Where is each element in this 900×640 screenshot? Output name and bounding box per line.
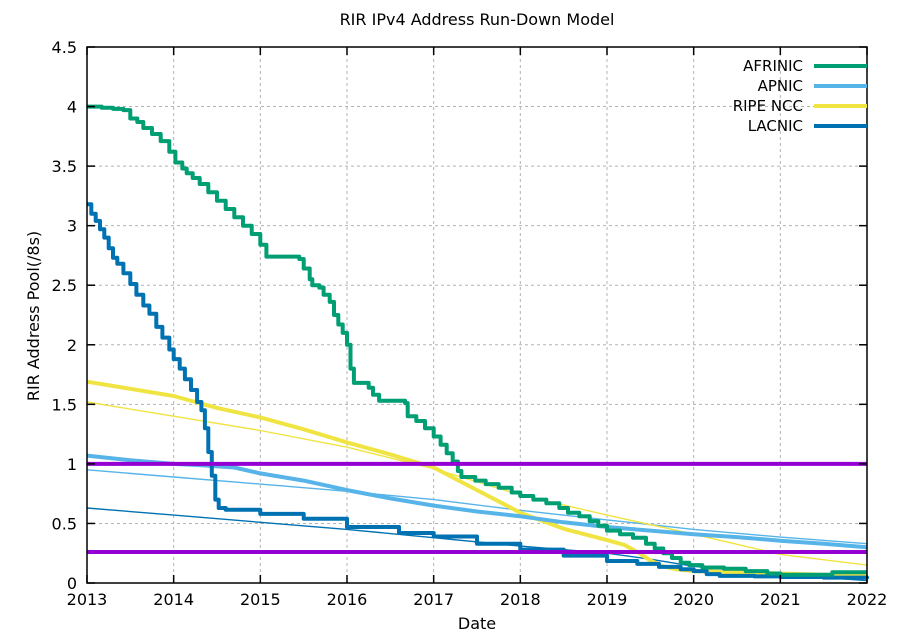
x-tick-label: 2017 (413, 590, 454, 609)
x-tick-label: 2019 (587, 590, 628, 609)
x-tick-label: 2016 (327, 590, 368, 609)
y-tick-label: 3 (67, 217, 77, 236)
legend-swatch-lacnic (814, 124, 867, 128)
series-apnic (86, 453, 868, 550)
x-tick-label: 2022 (847, 590, 888, 609)
y-tick-label: 4 (67, 98, 77, 117)
legend-item-ripencc: RIPE NCC (733, 96, 867, 116)
legend-label: AFRINIC (743, 57, 803, 75)
chart-legend: AFRINIC APNIC RIPE NCC LACNIC (733, 56, 867, 136)
x-tick-label: 2021 (760, 590, 801, 609)
chart-title: RIR IPv4 Address Run-Down Model (339, 10, 615, 29)
plot-border (86, 46, 868, 584)
legend-swatch-afrinic (814, 64, 867, 68)
x-tick-label: 2013 (67, 590, 108, 609)
y-tick-label: 3.5 (52, 157, 77, 176)
series-lacnic (87, 202, 869, 580)
y-tick-label: 2.5 (52, 276, 77, 295)
y-tick-label: 0.5 (52, 514, 77, 533)
x-tick-label: 2015 (240, 590, 281, 609)
y-tick-label: 2 (67, 336, 77, 355)
y-tick-label: 1.5 (52, 395, 77, 414)
y-tick-label: 0 (67, 574, 77, 593)
legend-item-afrinic: AFRINIC (733, 56, 867, 76)
legend-label: LACNIC (747, 117, 803, 135)
legend-item-lacnic: LACNIC (733, 116, 867, 136)
x-tick-label: 2014 (153, 590, 194, 609)
legend-item-apnic: APNIC (733, 76, 867, 96)
legend-swatch-ripencc (814, 104, 867, 108)
y-tick-label: 1 (67, 455, 77, 474)
x-tick-label: 2018 (500, 590, 541, 609)
y-tick-label: 4.5 (52, 38, 77, 57)
legend-label: APNIC (757, 77, 803, 95)
series-afrinic (87, 104, 867, 577)
legend-label: RIPE NCC (732, 97, 803, 115)
x-tick-label: 2020 (673, 590, 714, 609)
x-axis-label: Date (457, 614, 497, 633)
legend-swatch-apnic (814, 84, 867, 88)
